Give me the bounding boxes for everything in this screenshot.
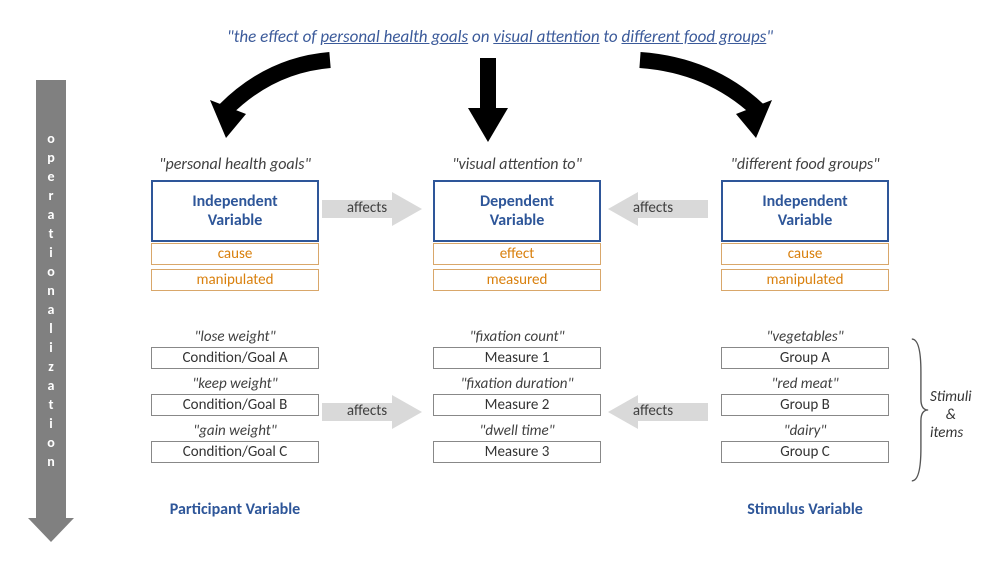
affects-arrow-3: affects [322,395,412,429]
col3-item3-b: Group C [721,441,889,463]
sidebar-letter: o [47,434,55,451]
sidebar-letter: o [47,263,55,280]
title-sentence: "the effect of personal health goals on … [227,26,773,47]
col3-main: Independent Variable [690,180,920,242]
col2-sub1: effect [433,243,601,265]
col2-items: "fixation count" Measure 1 "fixation dur… [402,328,632,469]
arrow-title-to-col2 [458,50,518,150]
col3-sub2-wrap: manipulated [690,269,920,295]
col1-sub1-wrap: cause [120,243,350,269]
col2-item2-b: Measure 2 [433,394,601,416]
sidebar-letter: o [47,130,55,147]
col2-item1-b: Measure 1 [433,347,601,369]
col1-main-l2: Variable [157,211,313,230]
affects-arrow-1: affects [322,192,412,226]
col1-item3-q: "gain weight" [120,422,350,440]
sidebar-letter: i [49,339,52,356]
col2-sub2: measured [433,269,601,291]
col1-bottom-label: Participant Variable [135,500,335,519]
sidebar-letter: a [48,206,55,223]
sidebar-letter: a [48,301,55,318]
sidebar-letter: z [48,358,54,375]
col2-sub1-wrap: effect [402,243,632,269]
col3-main-box: Independent Variable [721,180,889,242]
affects-arrow-2: affects [608,192,698,226]
stimuli-l3: items [930,424,972,442]
col3-item2-q: "red meat" [690,375,920,393]
affects-arrow-4: affects [608,395,698,429]
col3-item1-q: "vegetables" [690,328,920,346]
col1-item3-b: Condition/Goal C [151,441,319,463]
col1-sub2: manipulated [151,269,319,291]
col3-sub1-wrap: cause [690,243,920,269]
operationalization-bar: operationalization [36,80,66,520]
sidebar-letter: i [49,244,52,261]
col2-sub2-wrap: measured [402,269,632,295]
affects-label-3: affects [322,402,412,420]
col3-item2-b: Group B [721,394,889,416]
sidebar-letter: n [47,453,55,470]
col2-item1-q: "fixation count" [402,328,632,346]
sidebar-letter: n [47,282,55,299]
col3-main-l1: Independent [727,192,883,211]
sidebar-letter: r [49,187,54,204]
stimuli-l2: & [930,406,972,424]
col2-main: Dependent Variable [402,180,632,242]
col2-quote: "visual attention to" [402,155,632,180]
col1-item1-q: "lose weight" [120,328,350,346]
col1-main: Independent Variable [120,180,350,242]
arrow-title-to-col1 [160,50,360,150]
sidebar-letter: t [49,396,54,413]
col1-item2-b: Condition/Goal B [151,394,319,416]
sidebar-letter: p [47,149,55,166]
stimuli-label: Stimuli & items [930,388,972,442]
col1-item2-q: "keep weight" [120,375,350,393]
col3-sub1: cause [721,243,889,265]
arrow-title-to-col3 [600,50,820,150]
col1-main-l1: Independent [157,192,313,211]
stimuli-bracket [910,330,930,490]
col3-item1-b: Group A [721,347,889,369]
col3-items: "vegetables" Group A "red meat" Group B … [690,328,920,469]
col3-quote: "different food groups" [690,155,920,180]
col3-main-l2: Variable [727,211,883,230]
col1-main-box: Independent Variable [151,180,319,242]
col2-item2-q: "fixation duration" [402,375,632,393]
col3-item3-q: "dairy" [690,422,920,440]
affects-label-2: affects [608,199,698,217]
col3-bottom-label: Stimulus Variable [705,500,905,519]
col1-sub1: cause [151,243,319,265]
col3-sub2: manipulated [721,269,889,291]
col1-items: "lose weight" Condition/Goal A "keep wei… [120,328,350,469]
col1-sub2-wrap: manipulated [120,269,350,295]
col1-quote: "personal health goals" [120,155,350,180]
col2-main-l1: Dependent [439,192,595,211]
col2-item3-b: Measure 3 [433,441,601,463]
sidebar-letter: l [49,320,52,337]
sidebar-letter: e [47,168,54,185]
sidebar-letter: a [48,377,55,394]
col2-main-l2: Variable [439,211,595,230]
title-text: "the effect of personal health goals on … [227,26,773,47]
col2-item3-q: "dwell time" [402,422,632,440]
affects-label-1: affects [322,199,412,217]
col2-main-box: Dependent Variable [433,180,601,242]
col1-item1-b: Condition/Goal A [151,347,319,369]
sidebar-letter: i [49,415,52,432]
stimuli-l1: Stimuli [930,388,972,406]
sidebar-letter: t [49,225,54,242]
operationalization-arrowhead [28,518,74,542]
affects-label-4: affects [608,402,698,420]
